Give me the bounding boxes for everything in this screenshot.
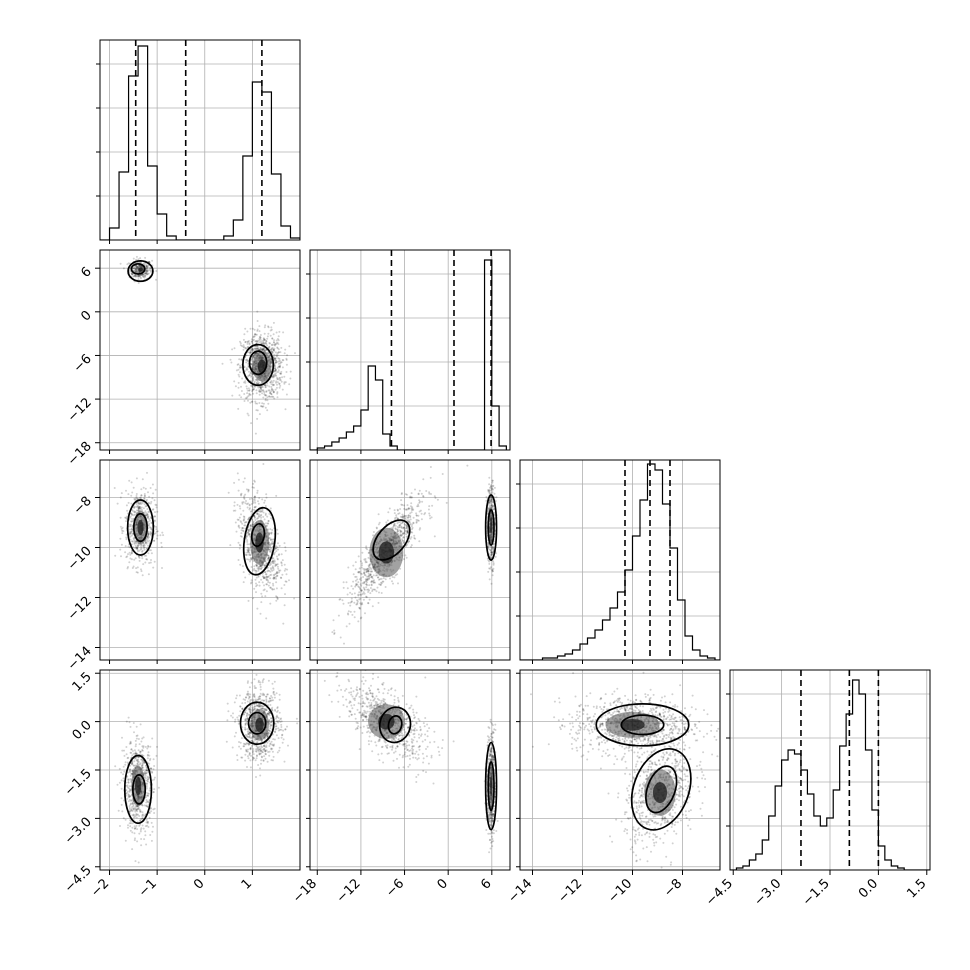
sample-points: [114, 673, 299, 864]
panel-content: [100, 250, 300, 450]
contour-line: [247, 711, 267, 735]
y-tick-label: −10: [65, 544, 95, 574]
density-peak: [652, 782, 668, 804]
panel-frame: [99, 459, 301, 661]
contour-line: [130, 262, 146, 275]
sample-points: [331, 464, 498, 645]
y-tick-label: −14: [65, 644, 95, 674]
contour-line: [387, 715, 403, 735]
contour-line: [378, 706, 412, 744]
panel-frame: [309, 249, 511, 451]
sample-points: [119, 255, 296, 435]
panel-content: [100, 460, 300, 660]
density-peak: [490, 516, 492, 534]
contour-line: [250, 522, 266, 548]
y-tick-label: −18: [65, 439, 95, 469]
density-peak: [255, 532, 264, 553]
x-tick-label: −8: [661, 876, 685, 900]
density-peak: [620, 718, 645, 731]
x-tick-label: −2: [88, 876, 112, 900]
histogram-steps: [520, 463, 720, 660]
contour-line: [248, 350, 268, 376]
y-tick-label: 1.5: [70, 669, 95, 694]
x-tick-label: 0.0: [856, 876, 881, 901]
x-tick-label: −1: [136, 876, 160, 900]
contour-line: [123, 754, 153, 825]
sample-points: [323, 670, 499, 854]
scatter-panel-r1c0: [99, 249, 301, 451]
contour-line: [645, 765, 678, 814]
x-tick-label: 0: [435, 876, 451, 892]
panel-content: [310, 670, 510, 870]
histogram-panel-3: [516, 459, 721, 661]
x-tick-label: −12: [555, 876, 585, 906]
contour-line: [484, 741, 498, 831]
contour-line: [132, 773, 147, 805]
contour-line: [126, 499, 155, 556]
histogram-steps: [310, 259, 507, 450]
panel-content: [100, 670, 300, 870]
x-tick-label: 1.5: [904, 876, 929, 901]
y-tick-label: −6: [71, 352, 95, 376]
panel-frame: [519, 459, 721, 661]
scatter-panel-r2c1: [309, 459, 511, 661]
x-tick-label: −18: [290, 876, 320, 906]
x-tick-label: −14: [505, 876, 535, 906]
y-tick-label: 6: [78, 264, 94, 280]
panel-content: [520, 670, 720, 870]
scatter-panel-r3c0: [99, 669, 301, 871]
scatter-panel-r2c0: [99, 459, 301, 661]
x-tick-label: −12: [334, 876, 364, 906]
panel-frame: [309, 459, 511, 661]
histogram-panel-1: [96, 39, 301, 241]
scatter-panel-r3c1: [309, 669, 511, 871]
y-tick-label: 0.0: [70, 718, 95, 743]
x-tick-label: −6: [383, 876, 407, 900]
x-tick-label: 0: [191, 876, 207, 892]
contour-line: [132, 512, 148, 543]
histogram-steps: [730, 679, 930, 870]
contour-line: [242, 343, 275, 387]
contour-line: [484, 494, 498, 561]
histogram-panel-4: [726, 669, 931, 871]
scatter-panel-r3c2: [519, 669, 721, 871]
contour-line: [127, 260, 154, 283]
contour-line: [487, 509, 495, 546]
x-tick-label: −4.5: [703, 876, 736, 909]
density-peak: [135, 776, 142, 796]
density-peak: [490, 775, 492, 797]
density-peak: [138, 267, 143, 272]
histogram-panel-2: [306, 249, 511, 451]
y-tick-label: 0: [78, 308, 94, 324]
y-tick-label: −3.0: [62, 815, 95, 848]
contour-line: [595, 703, 690, 747]
y-tick-label: −12: [65, 395, 95, 425]
y-tick-label: −12: [65, 594, 95, 624]
x-tick-label: −3.0: [752, 876, 785, 909]
x-tick-label: −10: [605, 876, 635, 906]
panel-frame: [99, 39, 301, 241]
x-tick-label: 6: [478, 876, 494, 892]
density-peak: [137, 519, 144, 536]
density-peak: [255, 717, 264, 733]
y-tick-label: −1.5: [62, 766, 95, 799]
x-tick-label: 1: [239, 876, 255, 892]
sample-points: [530, 671, 720, 869]
y-tick-label: −8: [71, 494, 95, 518]
contour-line: [239, 701, 275, 746]
x-tick-label: −1.5: [800, 876, 833, 909]
contour-line: [487, 761, 495, 812]
contour-line: [620, 714, 665, 736]
panel-content: [310, 460, 510, 660]
contour-line: [372, 519, 411, 561]
contour-line: [242, 506, 277, 576]
contour-line: [630, 747, 692, 831]
panel-frame: [99, 249, 301, 451]
histogram-steps: [100, 45, 300, 240]
